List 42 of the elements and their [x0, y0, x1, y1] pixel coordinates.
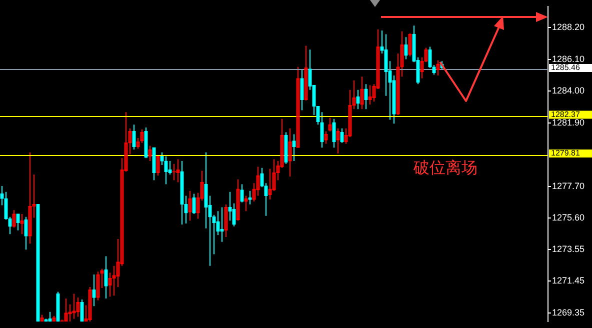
- candlestick: [404, 36, 408, 60]
- candlestick: [168, 160, 172, 176]
- candlestick: [356, 89, 360, 110]
- candlestick: [292, 134, 296, 162]
- candlestick: [92, 274, 96, 307]
- candlestick: [264, 182, 268, 216]
- y-tick-label: 1277.70: [552, 180, 585, 191]
- annotation: 破位离场: [412, 158, 478, 177]
- ref-line-label: 1285.46: [551, 63, 580, 72]
- candlestick: [204, 152, 208, 229]
- candlestick: [104, 256, 108, 299]
- candlestick: [340, 128, 344, 144]
- candlestick: [0, 186, 4, 206]
- candlestick: [192, 193, 196, 215]
- candlestick: [300, 69, 304, 111]
- candlestick: [152, 147, 156, 181]
- y-tick-label: 1284.00: [552, 86, 585, 96]
- candlestick: [248, 190, 252, 205]
- candlestick: [384, 34, 388, 96]
- candlestick: [164, 156, 168, 185]
- y-tick-label: 1275.60: [552, 212, 585, 223]
- y-tick-label: 1273.55: [552, 244, 585, 254]
- y-tick-label: 1271.45: [552, 276, 585, 286]
- candlestick: [16, 214, 20, 231]
- y-tick-label: 1288.20: [552, 22, 585, 32]
- y-tick-label: 1269.35: [552, 307, 585, 318]
- y-tick-label: 1286.10: [552, 54, 585, 64]
- candlestick: [216, 210, 220, 236]
- candlestick: [232, 202, 236, 227]
- candlestick: [364, 84, 368, 110]
- candlestick: [48, 311, 52, 322]
- candlestick: [320, 112, 324, 148]
- candlestick: [44, 318, 48, 322]
- candlestick: [220, 206, 224, 242]
- ref-line-label: 1279.81: [551, 148, 580, 158]
- y-tick-label: 1281.90: [552, 117, 585, 128]
- candlestick: [228, 191, 232, 222]
- candlestick: [132, 124, 136, 150]
- candlestick: [180, 160, 184, 225]
- candlestick: [332, 118, 336, 148]
- ref-line-label: 1282.37: [551, 110, 580, 120]
- candlestick: [24, 216, 28, 250]
